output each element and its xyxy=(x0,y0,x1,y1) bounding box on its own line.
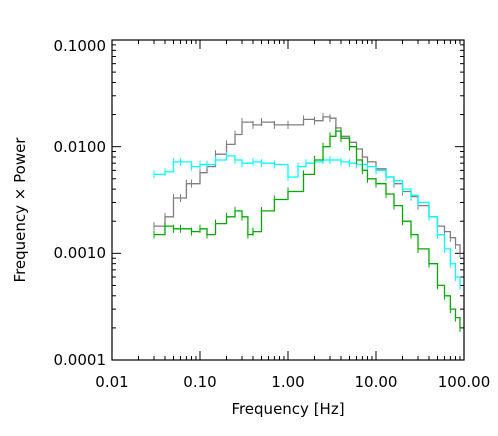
y-tick-label: 0.0001 xyxy=(54,351,107,369)
y-tick-label: 0.0100 xyxy=(54,138,107,156)
series-line-0 xyxy=(154,116,461,254)
y-tick-label: 0.1000 xyxy=(54,37,107,55)
x-tick-label: 100.00 xyxy=(438,373,491,391)
minor-ticks xyxy=(112,40,464,360)
x-tick-label: 0.01 xyxy=(95,373,128,391)
x-tick-label: 1.00 xyxy=(271,373,304,391)
series-layer xyxy=(153,112,461,332)
x-tick-label: 10.00 xyxy=(355,373,398,391)
y-axis-title: Frequency × Power xyxy=(11,137,29,283)
x-tick-label: 0.10 xyxy=(183,373,216,391)
y-tick-label: 0.0010 xyxy=(54,244,107,262)
x-axis-title: Frequency [Hz] xyxy=(231,400,344,418)
